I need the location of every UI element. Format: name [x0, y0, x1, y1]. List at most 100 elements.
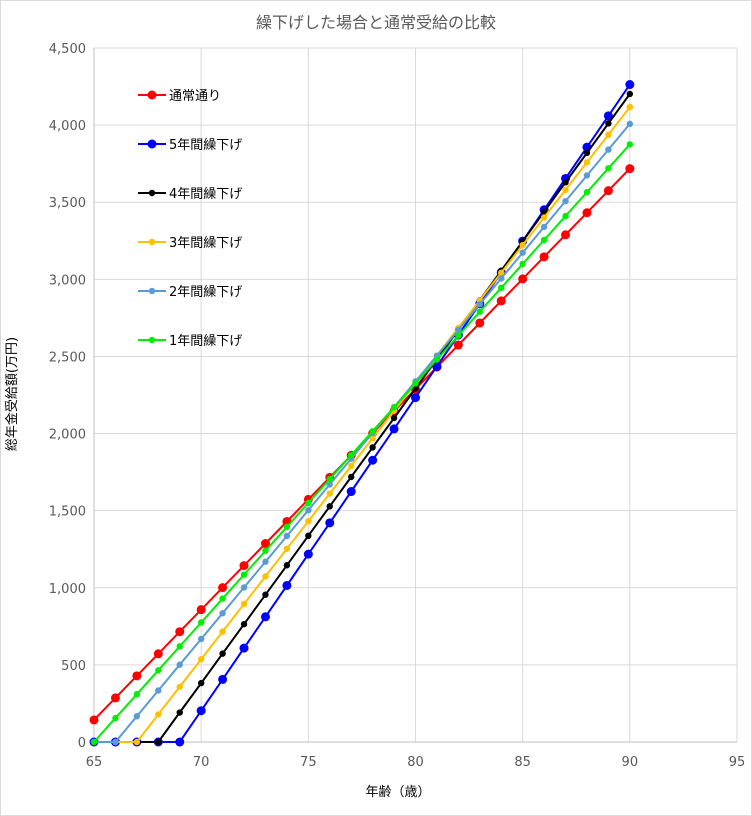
legend-marker: [148, 238, 156, 246]
data-point: [368, 455, 378, 465]
x-tick-label: 85: [514, 755, 531, 770]
data-point: [540, 208, 548, 215]
x-axis-label: 年齢（歳）: [365, 785, 430, 800]
data-point: [603, 111, 613, 121]
data-point: [518, 274, 528, 284]
data-point: [175, 627, 185, 637]
data-point: [283, 523, 291, 531]
y-tick-label: 0: [78, 736, 86, 751]
legend-marker: [147, 90, 157, 100]
data-point: [110, 693, 120, 703]
data-point: [283, 545, 291, 552]
data-point: [476, 300, 483, 308]
data-point: [303, 549, 313, 559]
legend-label: 4年間繰下げ: [169, 187, 242, 202]
data-point: [432, 361, 442, 371]
data-point: [605, 120, 612, 127]
data-point: [346, 487, 356, 497]
data-point: [519, 241, 526, 249]
data-point: [455, 326, 462, 334]
data-point: [155, 738, 162, 746]
data-point: [262, 547, 269, 554]
data-point: [562, 197, 569, 205]
data-point: [219, 650, 226, 657]
data-point: [262, 558, 269, 565]
data-point: [498, 284, 505, 292]
legend-label: 5年間繰下げ: [169, 138, 242, 153]
data-point: [540, 223, 548, 231]
x-tick-label: 80: [407, 755, 424, 770]
data-point: [239, 561, 249, 571]
data-point: [583, 188, 591, 196]
data-point: [260, 612, 270, 622]
data-point: [519, 260, 526, 268]
data-point: [219, 628, 226, 635]
legend-item: 4年間繰下げ: [138, 187, 242, 202]
data-point: [219, 595, 226, 602]
data-point: [455, 332, 462, 339]
data-point: [218, 583, 228, 593]
x-tick-label: 90: [622, 755, 639, 770]
data-point: [219, 610, 226, 617]
data-point: [326, 481, 333, 488]
data-point: [155, 687, 162, 694]
data-point: [175, 737, 185, 747]
data-point: [389, 424, 399, 434]
data-point: [197, 635, 205, 643]
data-point: [326, 490, 333, 497]
data-point: [626, 103, 634, 111]
data-point: [89, 715, 99, 725]
data-point: [475, 318, 485, 328]
data-point: [305, 507, 312, 514]
series-6: [90, 141, 634, 746]
data-point: [498, 275, 505, 282]
chart-title: 繰下げした場合と通常受給の比較: [256, 13, 496, 32]
data-point: [197, 655, 205, 663]
data-point: [433, 356, 441, 363]
data-point: [540, 214, 548, 221]
series-line: [94, 123, 631, 743]
data-point: [603, 186, 613, 196]
data-point: [583, 159, 591, 166]
data-point: [176, 709, 183, 716]
data-point: [390, 414, 398, 422]
data-point: [196, 605, 206, 615]
axes: 0 500 1,000 1,500 2,000 2,500 3,000 3,500 4,000 4…: [49, 42, 745, 770]
data-point: [583, 172, 591, 179]
x-tick-label: 70: [193, 755, 210, 770]
data-point: [605, 165, 612, 172]
data-point: [626, 120, 634, 128]
data-point: [218, 674, 228, 684]
data-point: [133, 713, 141, 720]
legend-item: 5年間繰下げ: [138, 138, 242, 153]
y-tick-label: 4,500: [49, 42, 86, 57]
data-point: [239, 643, 249, 653]
data-point: [155, 667, 162, 674]
data-point: [196, 706, 206, 716]
data-point: [240, 571, 248, 578]
data-point: [605, 146, 612, 153]
data-point: [197, 679, 205, 687]
data-point: [305, 499, 312, 507]
x-tick-label: 75: [300, 755, 317, 770]
legend-label: 1年間繰下げ: [169, 334, 242, 349]
data-point: [626, 141, 634, 148]
legend-item: 2年間繰下げ: [138, 285, 242, 300]
data-point: [240, 620, 248, 628]
data-point: [283, 532, 291, 540]
legend-label: 3年間繰下げ: [169, 236, 242, 251]
data-point: [90, 738, 98, 746]
legend-item: 1年間繰下げ: [138, 334, 242, 349]
data-point: [326, 475, 333, 483]
x-tick-label: 95: [729, 755, 746, 770]
data-point: [369, 435, 376, 442]
legend-label: 通常通り: [169, 89, 221, 104]
data-point: [176, 683, 183, 690]
data-point: [133, 690, 141, 698]
data-point: [197, 619, 205, 626]
data-point: [155, 711, 162, 718]
y-tick-label: 3,000: [49, 273, 86, 288]
data-point: [625, 80, 635, 90]
data-point: [625, 164, 635, 174]
